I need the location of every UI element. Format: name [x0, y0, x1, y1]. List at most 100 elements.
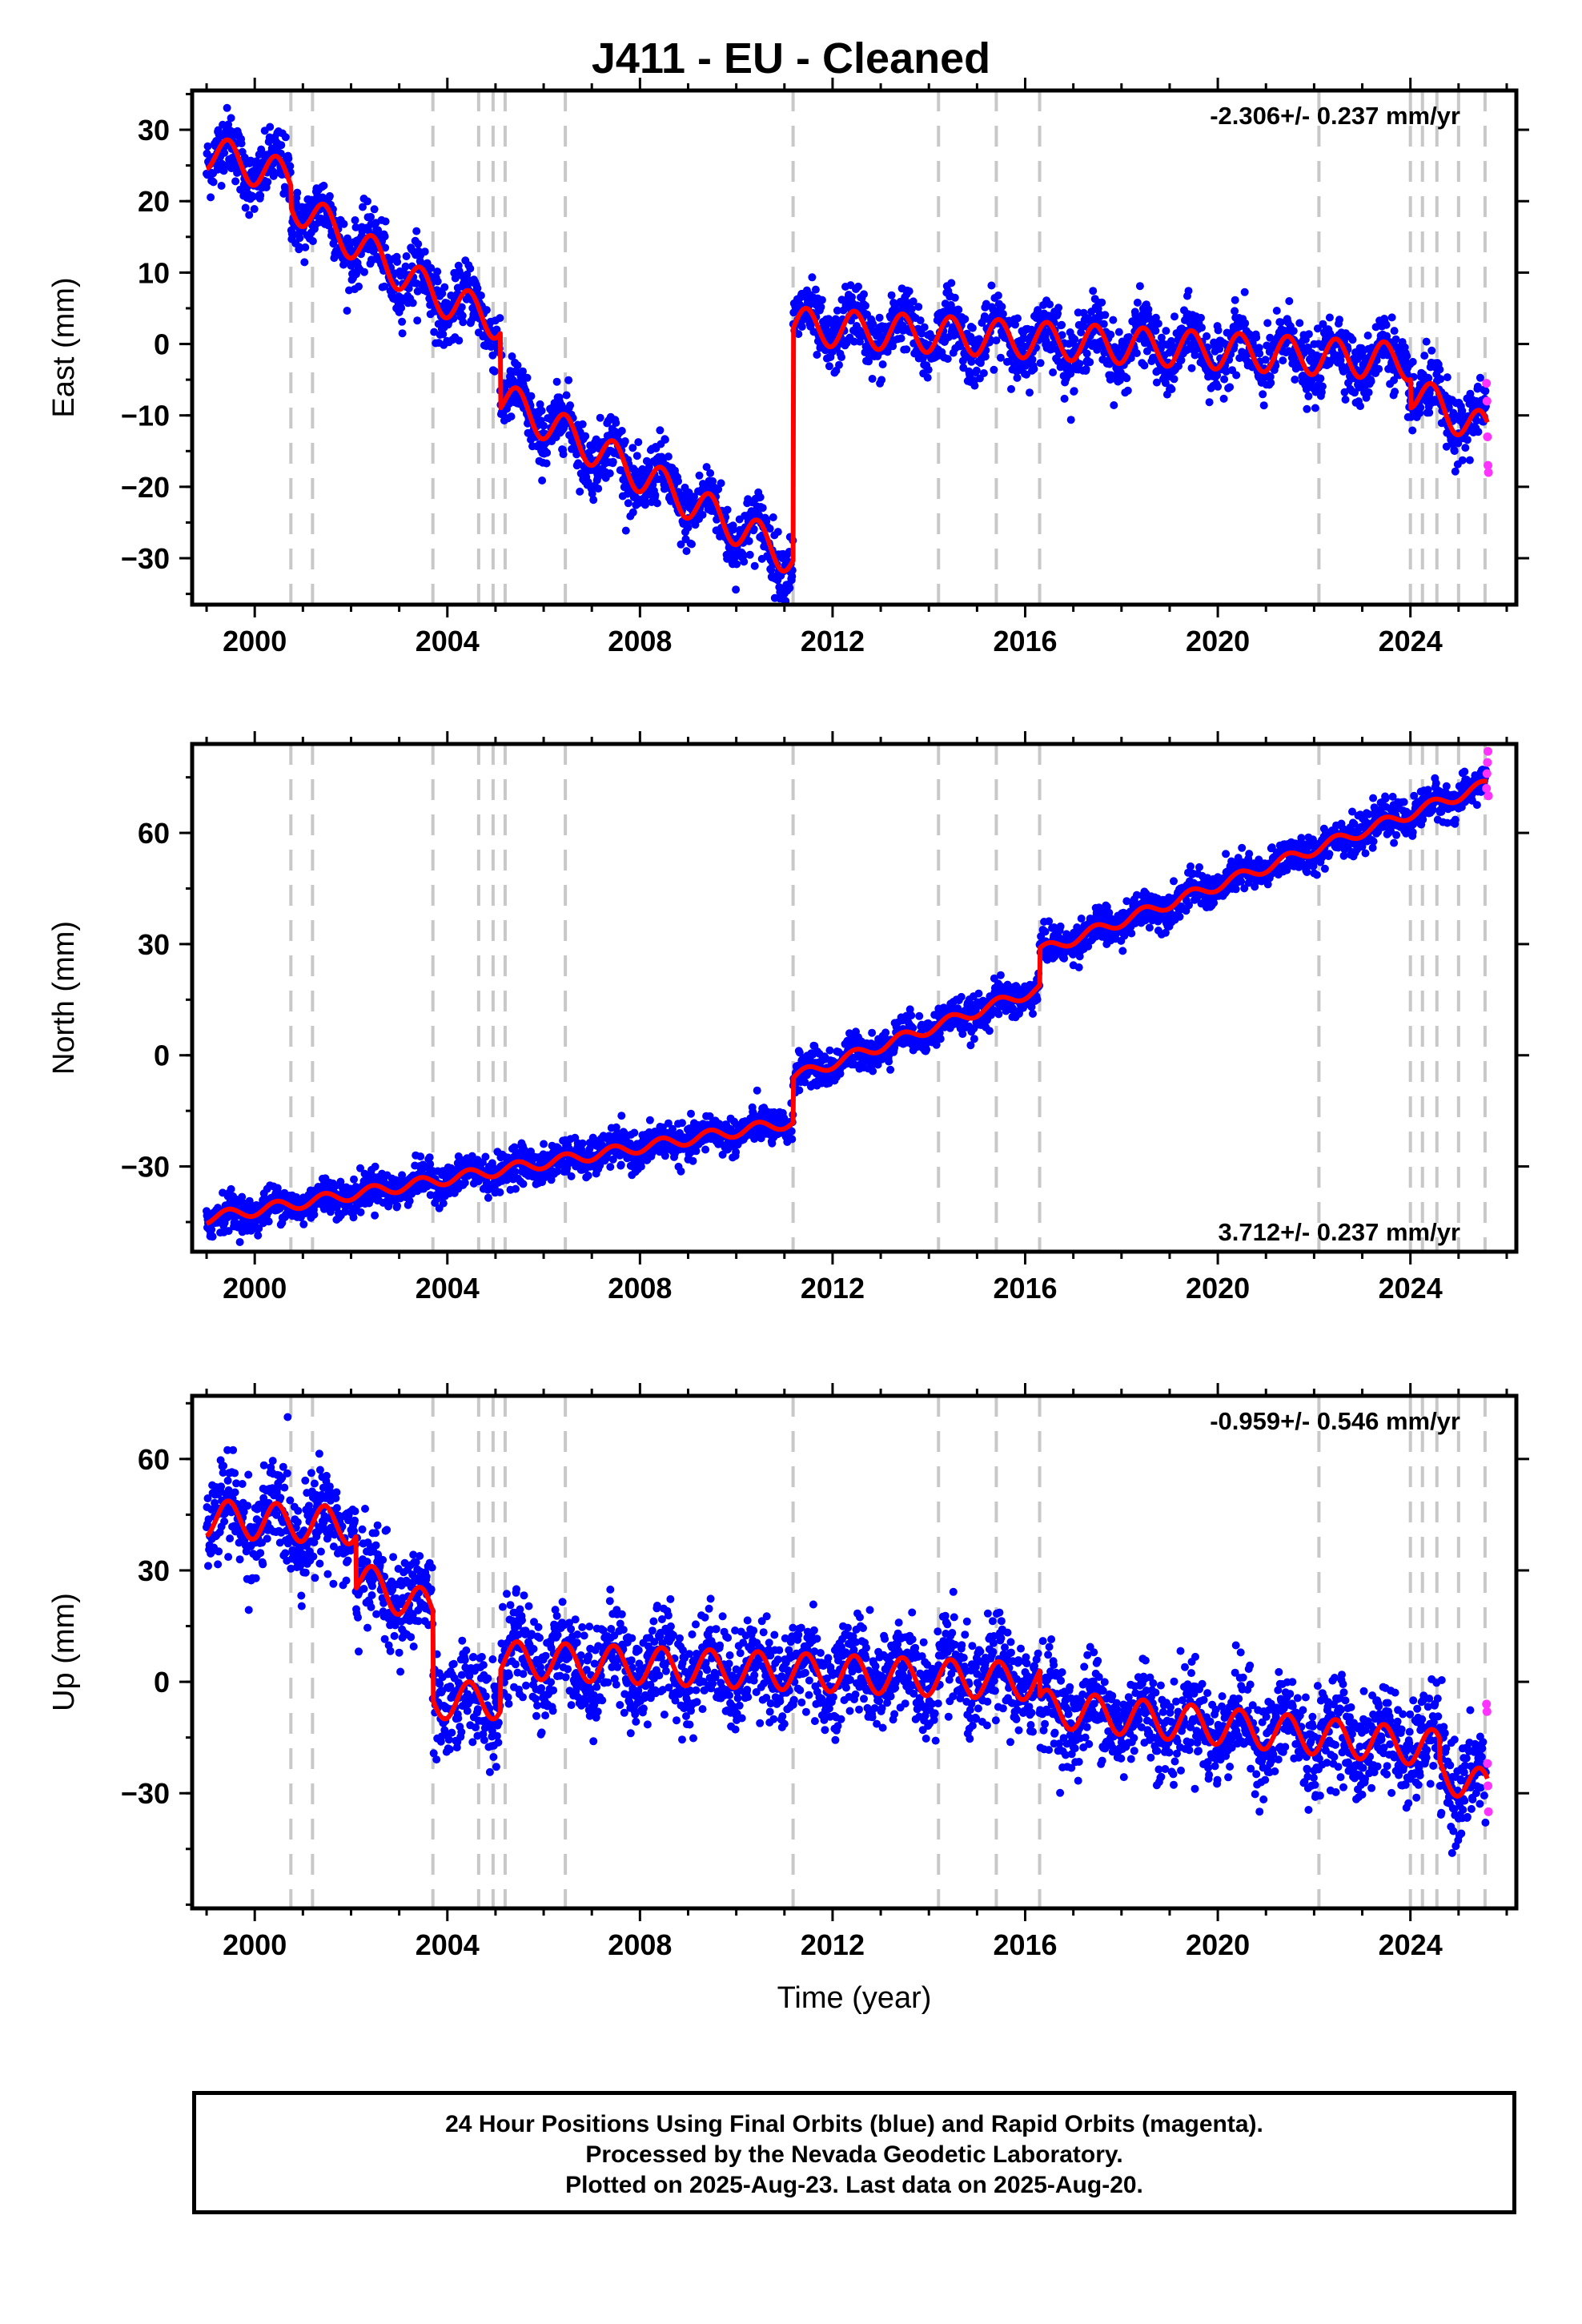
final-orbit-point: [371, 1211, 379, 1220]
final-orbit-point: [227, 114, 235, 123]
final-orbit-point: [1014, 314, 1022, 323]
final-orbit-point: [349, 1213, 358, 1222]
final-orbit-point: [765, 525, 774, 533]
final-orbit-point: [1272, 307, 1281, 315]
final-orbit-point: [811, 285, 820, 294]
final-orbit-point: [1316, 374, 1325, 383]
final-orbit-point: [405, 1196, 414, 1205]
final-orbit-point: [916, 316, 925, 325]
plot-area: [203, 744, 1493, 1252]
final-orbit-point: [420, 247, 429, 256]
final-orbit-point: [608, 457, 617, 466]
final-orbit-point: [1304, 392, 1313, 400]
final-orbit-point: [588, 489, 596, 498]
final-orbit-point: [217, 182, 226, 190]
final-orbit-point: [1066, 416, 1075, 424]
rapid-orbit-point: [1482, 396, 1492, 406]
final-orbit-point: [1133, 298, 1142, 307]
final-orbit-point: [482, 306, 491, 315]
final-orbit-point: [1082, 349, 1091, 358]
final-orbit-point: [277, 141, 286, 150]
final-orbit-point: [920, 323, 929, 332]
final-orbit-point: [241, 203, 250, 212]
final-orbit-point: [617, 427, 626, 435]
final-orbit-point: [1070, 335, 1079, 344]
final-orbit-point: [1203, 332, 1211, 340]
final-orbit-point: [914, 303, 923, 312]
final-orbit-point: [295, 234, 304, 243]
final-orbit-point: [581, 432, 590, 440]
final-orbit-point: [621, 526, 630, 535]
final-orbit-point: [1109, 316, 1118, 324]
final-orbit-point: [1170, 312, 1178, 321]
final-orbit-point: [466, 264, 475, 273]
final-orbit-point: [970, 381, 979, 390]
final-orbit-point: [688, 540, 696, 549]
final-orbit-point: [576, 487, 584, 496]
final-orbit-point: [325, 191, 334, 200]
final-orbit-point: [808, 273, 817, 282]
final-orbit-point: [917, 329, 926, 338]
final-orbit-point: [998, 303, 1006, 311]
final-orbit-point: [308, 237, 317, 246]
final-orbit-point: [237, 139, 246, 148]
final-orbit-point: [355, 282, 363, 291]
final-orbit-point: [1391, 388, 1399, 396]
figure-title: J411 - EU - Cleaned: [591, 34, 991, 82]
final-orbit-point: [513, 361, 522, 370]
final-orbit-point: [371, 1162, 379, 1171]
final-orbit-point: [833, 306, 841, 315]
final-orbit-point: [877, 376, 886, 384]
y-tick-label: 10: [138, 256, 170, 289]
final-orbit-point: [702, 463, 711, 472]
final-orbit-point: [1110, 401, 1118, 409]
final-orbit-point: [1443, 373, 1452, 382]
final-orbit-point: [1101, 311, 1110, 320]
final-orbit-point: [584, 478, 592, 487]
final-orbit-point: [1011, 320, 1019, 329]
final-orbit-point: [381, 217, 390, 226]
final-orbit-point: [1058, 320, 1066, 329]
east-panel: 2000 2004 2008 2012 2016 2020 20243020100−10−2…: [47, 78, 1529, 657]
final-orbit-point: [1161, 379, 1170, 388]
final-orbit-point: [398, 317, 407, 326]
final-orbit-point: [339, 219, 348, 228]
final-orbit-point: [398, 329, 407, 338]
final-orbit-point: [1252, 333, 1261, 342]
final-orbit-point: [1420, 352, 1429, 360]
final-orbit-point: [299, 1220, 308, 1228]
final-orbit-point: [360, 267, 368, 276]
rapid-orbit-point: [1482, 379, 1492, 388]
final-orbit-point: [1463, 436, 1472, 444]
final-orbit-point: [1058, 331, 1066, 340]
final-orbit-point: [589, 496, 598, 505]
final-orbit-point: [729, 525, 738, 534]
final-orbit-point: [1259, 390, 1267, 399]
final-orbit-point: [543, 448, 552, 457]
final-orbit-point: [438, 289, 447, 298]
final-orbit-point: [1075, 360, 1084, 368]
final-orbit-point: [351, 223, 360, 231]
final-orbit-point: [476, 292, 485, 300]
final-orbit-point: [836, 1069, 845, 1078]
final-orbit-point: [968, 324, 977, 332]
final-orbit-point: [732, 1148, 741, 1156]
final-orbit-point: [300, 258, 309, 267]
x-tick-label: 2008: [608, 625, 672, 657]
final-orbit-point: [620, 437, 629, 445]
x-tick-label: 2004: [416, 625, 480, 657]
final-orbit-point: [645, 1116, 654, 1124]
final-orbit-point: [1226, 383, 1235, 392]
final-orbit-point: [967, 357, 976, 366]
final-orbit-point: [430, 328, 439, 336]
final-orbit-point: [231, 177, 240, 186]
final-orbit-point: [897, 334, 905, 343]
final-orbit-point: [902, 345, 911, 354]
final-orbit-point: [1123, 386, 1132, 395]
final-orbit-point: [1140, 361, 1149, 370]
final-orbit-point: [605, 469, 614, 478]
final-orbit-point: [567, 1172, 576, 1180]
final-orbit-point: [714, 485, 723, 493]
final-orbit-point: [1450, 447, 1459, 456]
